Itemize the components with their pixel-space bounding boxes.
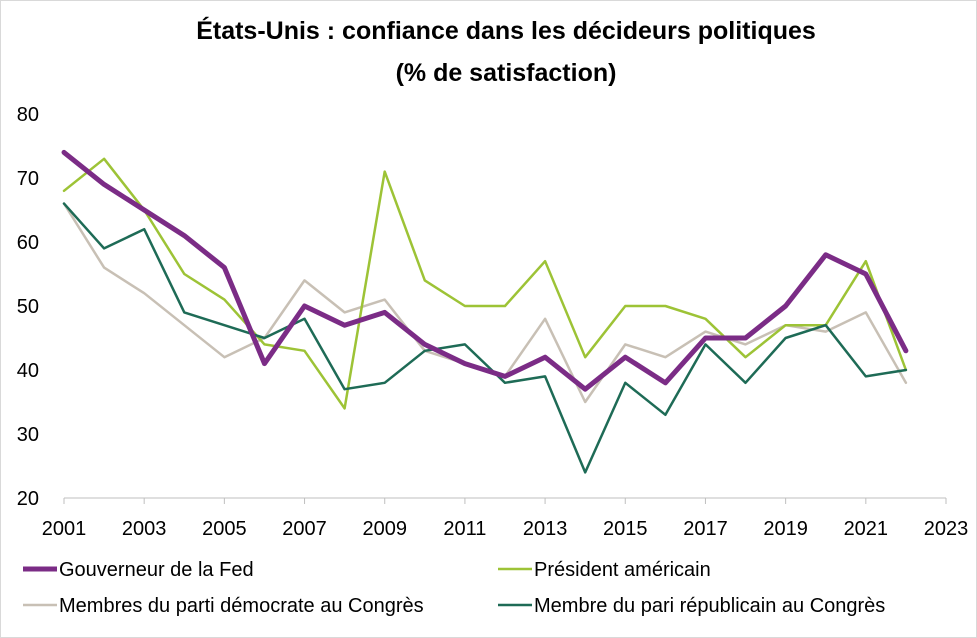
- legend-label: Président américain: [534, 559, 711, 581]
- x-tick-label: 2011: [443, 518, 486, 540]
- series-line-3: [62, 202, 908, 474]
- y-tick-label: 70: [17, 168, 39, 190]
- y-tick-label: 20: [17, 488, 39, 510]
- x-tick-label: 2019: [763, 518, 808, 540]
- legend: Gouverneur de la Fed Président américain M…: [23, 559, 885, 617]
- y-tick-label: 50: [17, 296, 39, 318]
- x-tick-label: 2003: [122, 518, 167, 540]
- series-line-0: [61, 149, 909, 392]
- y-tick-label: 80: [17, 104, 39, 126]
- legend-label: Membres du parti démocrate au Congrès: [59, 595, 424, 617]
- x-tick-label: 2005: [202, 518, 247, 540]
- y-tick-label: 60: [17, 232, 39, 254]
- chart-subtitle: (% de satisfaction): [396, 59, 617, 87]
- x-tick-label: 2013: [523, 518, 568, 540]
- chart-title: États-Unis : confiance dans les décideur…: [196, 16, 816, 45]
- y-axis: 80 70 60 50 40 30 20: [17, 104, 39, 510]
- x-axis: 2001 2003 2005 2007 2009 2011 2013 2015 2017 2019…: [42, 498, 969, 540]
- x-tick-label: 2015: [603, 518, 648, 540]
- y-tick-label: 30: [17, 424, 39, 446]
- y-tick-label: 40: [17, 360, 39, 382]
- series-line-1: [62, 157, 908, 410]
- x-tick-label: 2023: [924, 518, 969, 540]
- x-tick-label: 2007: [282, 518, 327, 540]
- legend-label: Membre du pari républicain au Congrès: [534, 595, 885, 617]
- x-tick-label: 2021: [844, 518, 889, 540]
- x-tick-label: 2017: [683, 518, 728, 540]
- plot-area: [61, 149, 909, 474]
- legend-label: Gouverneur de la Fed: [59, 559, 254, 581]
- x-tick-label: 2009: [362, 518, 407, 540]
- x-tick-label: 2001: [42, 518, 87, 540]
